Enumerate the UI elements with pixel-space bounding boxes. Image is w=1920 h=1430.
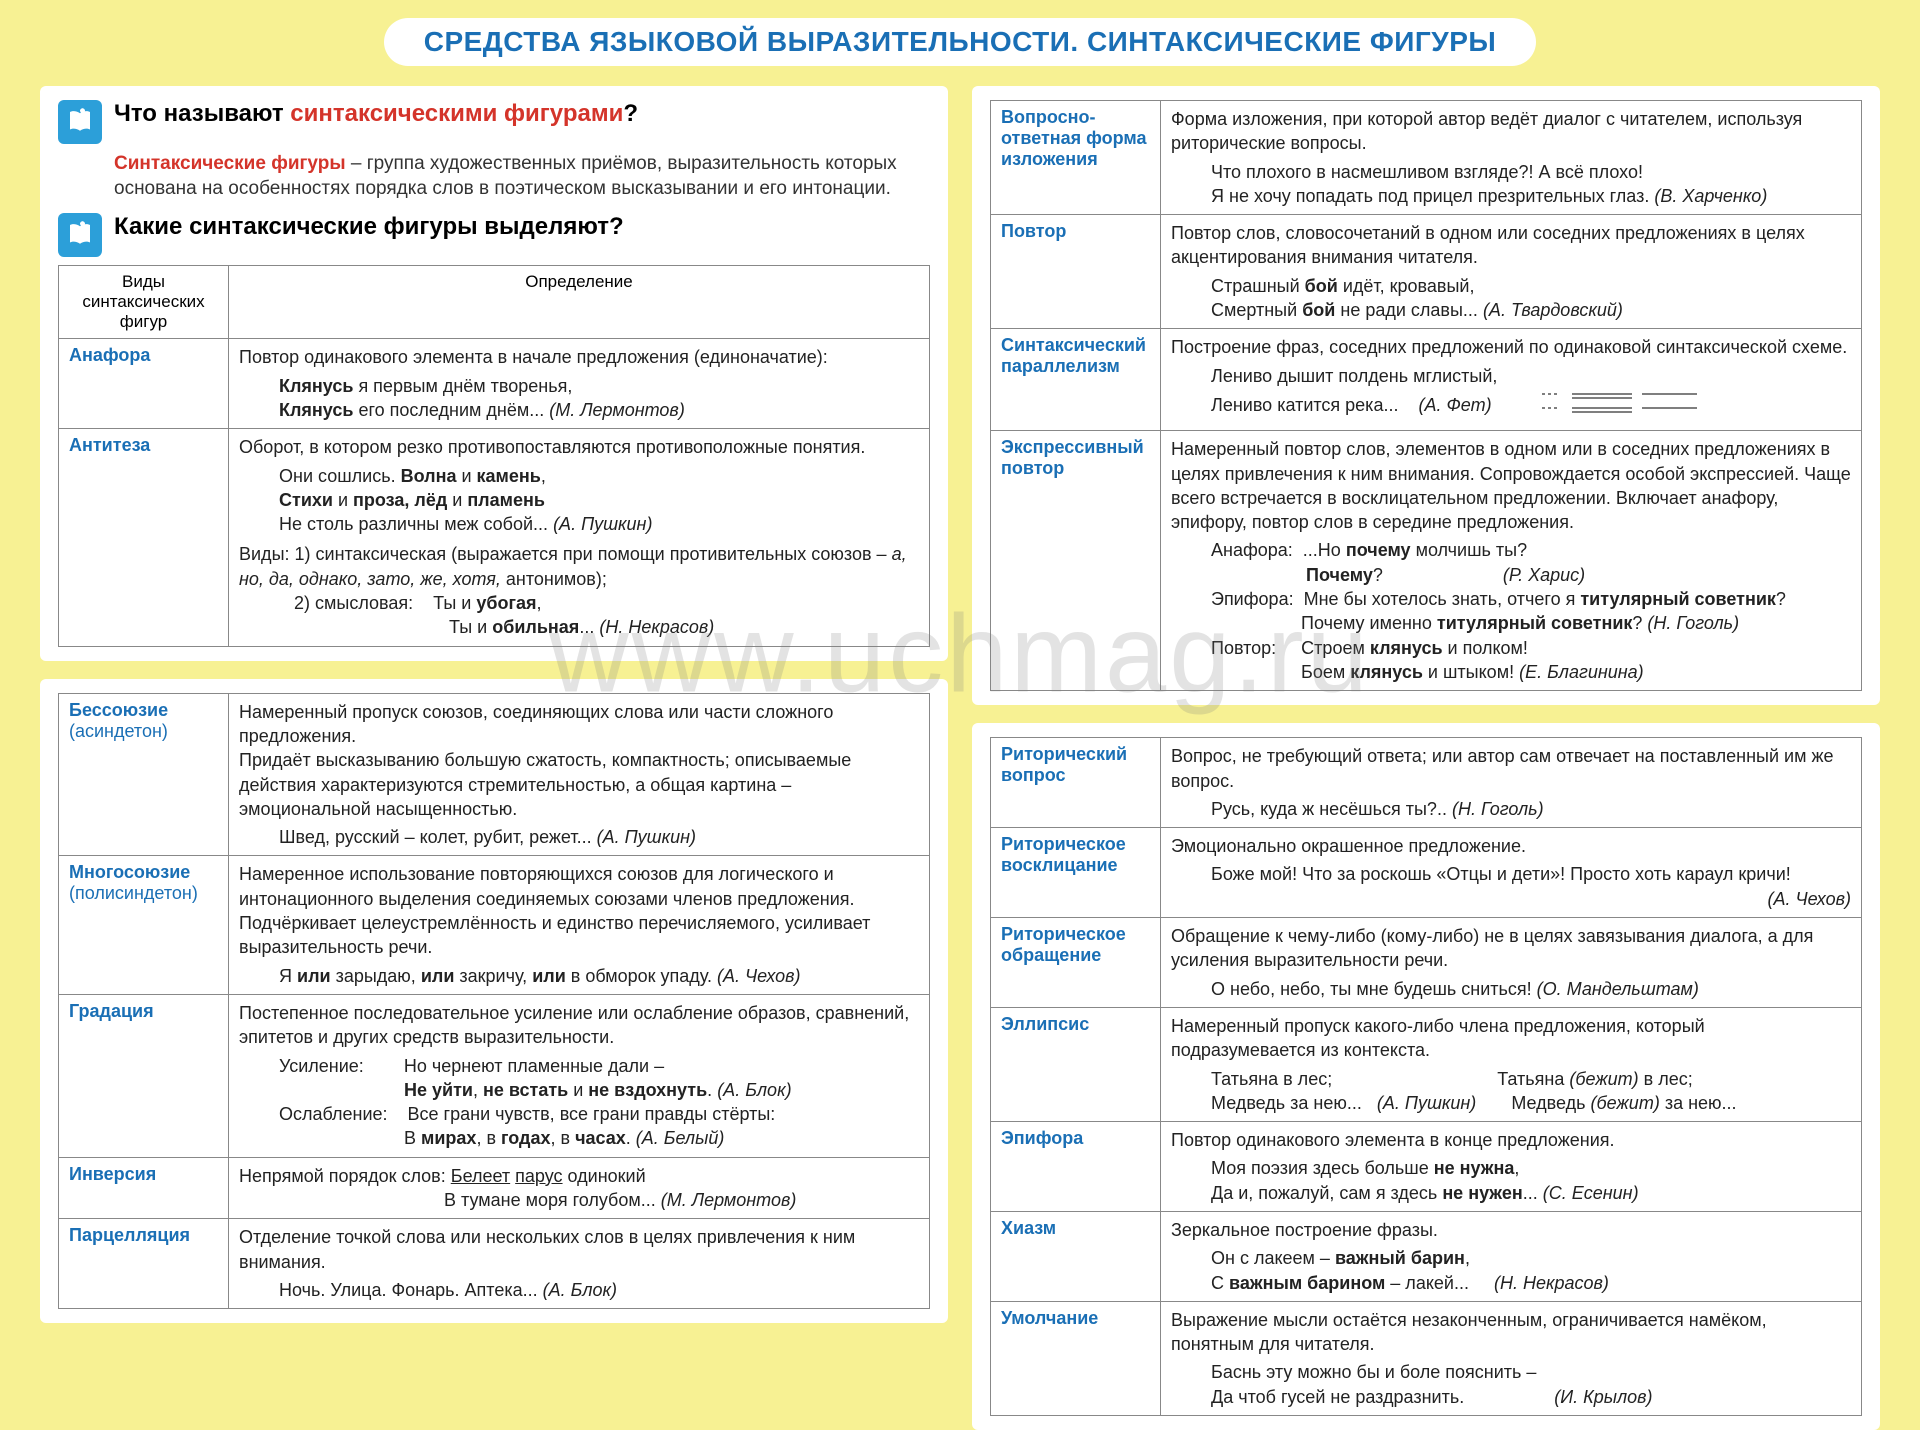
definition-cell: Непрямой порядок слов: Белеет парус один… xyxy=(229,1157,930,1219)
term-cell: Антитеза xyxy=(59,429,229,646)
definition-cell: Оборот, в котором резко противопоставляю… xyxy=(229,429,930,646)
table-row: ПарцелляцияОтделение точкой слова или не… xyxy=(59,1219,930,1309)
definition-cell: Повтор слов, словосочетаний в одном или … xyxy=(1161,215,1862,329)
term-cell: Парцелляция xyxy=(59,1219,229,1309)
question-1: Что называют синтаксическими фигурами? xyxy=(114,100,638,128)
definition-cell: Намеренное использование повторяющихся с… xyxy=(229,856,930,994)
title-bar: СРЕДСТВА ЯЗЫКОВОЙ ВЫРАЗИТЕЛЬНОСТИ. СИНТА… xyxy=(384,18,1537,66)
panel-left-top: Что называют синтаксическими фигурами? С… xyxy=(40,86,948,661)
columns: Что называют синтаксическими фигурами? С… xyxy=(40,86,1880,1430)
term-cell: Инверсия xyxy=(59,1157,229,1219)
def-term: Синтаксические фигуры xyxy=(114,153,346,174)
definition-cell: Намеренный повтор слов, элементов в одно… xyxy=(1161,431,1862,691)
left-column: Что называют синтаксическими фигурами? С… xyxy=(40,86,948,1430)
definition-cell: Повтор одинакового элемента в начале пре… xyxy=(229,339,930,429)
term-cell: Многосоюзие(полисиндетон) xyxy=(59,856,229,994)
term-cell: Экспрессивный повтор xyxy=(991,431,1161,691)
question-2: Какие синтаксические фигуры выделяют? xyxy=(114,213,624,241)
th-definition: Определение xyxy=(229,266,930,339)
table-left-top: Виды синтаксических фигур Определение Ан… xyxy=(58,265,930,646)
definition-cell: Эмоционально окрашенное предложение.Боже… xyxy=(1161,828,1862,918)
table-row: Синтаксический параллелизмПостроение фра… xyxy=(991,329,1862,431)
table-left-bottom: Бессоюзие(асиндетон)Намеренный пропуск с… xyxy=(58,693,930,1310)
definition-cell: Обращение к чему-либо (кому-либо) не в ц… xyxy=(1161,918,1862,1008)
term-cell: Риторический вопрос xyxy=(991,738,1161,828)
term-cell: Синтаксический параллелизм xyxy=(991,329,1161,431)
term-cell: Эллипсис xyxy=(991,1007,1161,1121)
table-row: Риторическое обращениеОбращение к чему-л… xyxy=(991,918,1862,1008)
panel-left-bottom: Бессоюзие(асиндетон)Намеренный пропуск с… xyxy=(40,679,948,1324)
table-row: ИнверсияНепрямой порядок слов: Белеет па… xyxy=(59,1157,930,1219)
term-cell: Эпифора xyxy=(991,1122,1161,1212)
term-cell: Риторическое обращение xyxy=(991,918,1161,1008)
term-cell: Риторическое восклицание xyxy=(991,828,1161,918)
definition-text: Синтаксические фигуры – группа художеств… xyxy=(114,152,930,201)
definition-cell: Отделение точкой слова или нескольких сл… xyxy=(229,1219,930,1309)
table-row: Экспрессивный повторНамеренный повтор сл… xyxy=(991,431,1862,691)
term-cell: Повтор xyxy=(991,215,1161,329)
page-title: СРЕДСТВА ЯЗЫКОВОЙ ВЫРАЗИТЕЛЬНОСТИ. СИНТА… xyxy=(424,26,1497,58)
q1-prefix: Что называют xyxy=(114,100,290,127)
table-header-row: Виды синтаксических фигур Определение xyxy=(59,266,930,339)
table-right-bottom: Риторический вопросВопрос, не требующий … xyxy=(990,737,1862,1416)
th-types: Виды синтаксических фигур xyxy=(59,266,229,339)
table-row: Риторическое восклицаниеЭмоционально окр… xyxy=(991,828,1862,918)
q1-suffix: ? xyxy=(623,100,638,127)
definition-cell: Форма изложения, при которой автор ведёт… xyxy=(1161,101,1862,215)
table-row: ГрадацияПостепенное последовательное уси… xyxy=(59,994,930,1157)
definition-cell: Построение фраз, соседних предложений по… xyxy=(1161,329,1862,431)
term-cell: Бессоюзие(асиндетон) xyxy=(59,693,229,856)
table-row: АнафораПовтор одинакового элемента в нач… xyxy=(59,339,930,429)
table-row: ЭллипсисНамеренный пропуск какого-либо ч… xyxy=(991,1007,1862,1121)
definition-cell: Намеренный пропуск какого-либо члена пре… xyxy=(1161,1007,1862,1121)
table-row: Бессоюзие(асиндетон)Намеренный пропуск с… xyxy=(59,693,930,856)
definition-cell: Вопрос, не требующий ответа; или автор с… xyxy=(1161,738,1862,828)
definition-cell: Постепенное последовательное усиление ил… xyxy=(229,994,930,1157)
table-row: Многосоюзие(полисиндетон)Намеренное испо… xyxy=(59,856,930,994)
table-row: ХиазмЗеркальное построение фразы.Он с ла… xyxy=(991,1211,1862,1301)
book-icon xyxy=(58,100,102,144)
term-cell: Хиазм xyxy=(991,1211,1161,1301)
definition-cell: Зеркальное построение фразы.Он с лакеем … xyxy=(1161,1211,1862,1301)
table-row: Вопросно-ответная форма изложенияФорма и… xyxy=(991,101,1862,215)
definition-cell: Выражение мысли остаётся незаконченным, … xyxy=(1161,1301,1862,1415)
definition-cell: Намеренный пропуск союзов, соединяющих с… xyxy=(229,693,930,856)
definition-cell: Повтор одинакового элемента в конце пред… xyxy=(1161,1122,1862,1212)
q1-highlight: синтаксическими фигурами xyxy=(290,100,623,127)
table-row: Риторический вопросВопрос, не требующий … xyxy=(991,738,1862,828)
table-right-top: Вопросно-ответная форма изложенияФорма и… xyxy=(990,100,1862,691)
term-cell: Градация xyxy=(59,994,229,1157)
table-row: ПовторПовтор слов, словосочетаний в одно… xyxy=(991,215,1862,329)
question-1-row: Что называют синтаксическими фигурами? xyxy=(58,100,930,144)
book-icon xyxy=(58,213,102,257)
right-column: Вопросно-ответная форма изложенияФорма и… xyxy=(972,86,1880,1430)
term-cell: Анафора xyxy=(59,339,229,429)
table-row: УмолчаниеВыражение мысли остаётся незако… xyxy=(991,1301,1862,1415)
panel-right-bottom: Риторический вопросВопрос, не требующий … xyxy=(972,723,1880,1430)
term-cell: Вопросно-ответная форма изложения xyxy=(991,101,1161,215)
table-row: ЭпифораПовтор одинакового элемента в кон… xyxy=(991,1122,1862,1212)
question-2-row: Какие синтаксические фигуры выделяют? xyxy=(58,213,930,257)
table-row: АнтитезаОборот, в котором резко противоп… xyxy=(59,429,930,646)
term-cell: Умолчание xyxy=(991,1301,1161,1415)
panel-right-top: Вопросно-ответная форма изложенияФорма и… xyxy=(972,86,1880,705)
